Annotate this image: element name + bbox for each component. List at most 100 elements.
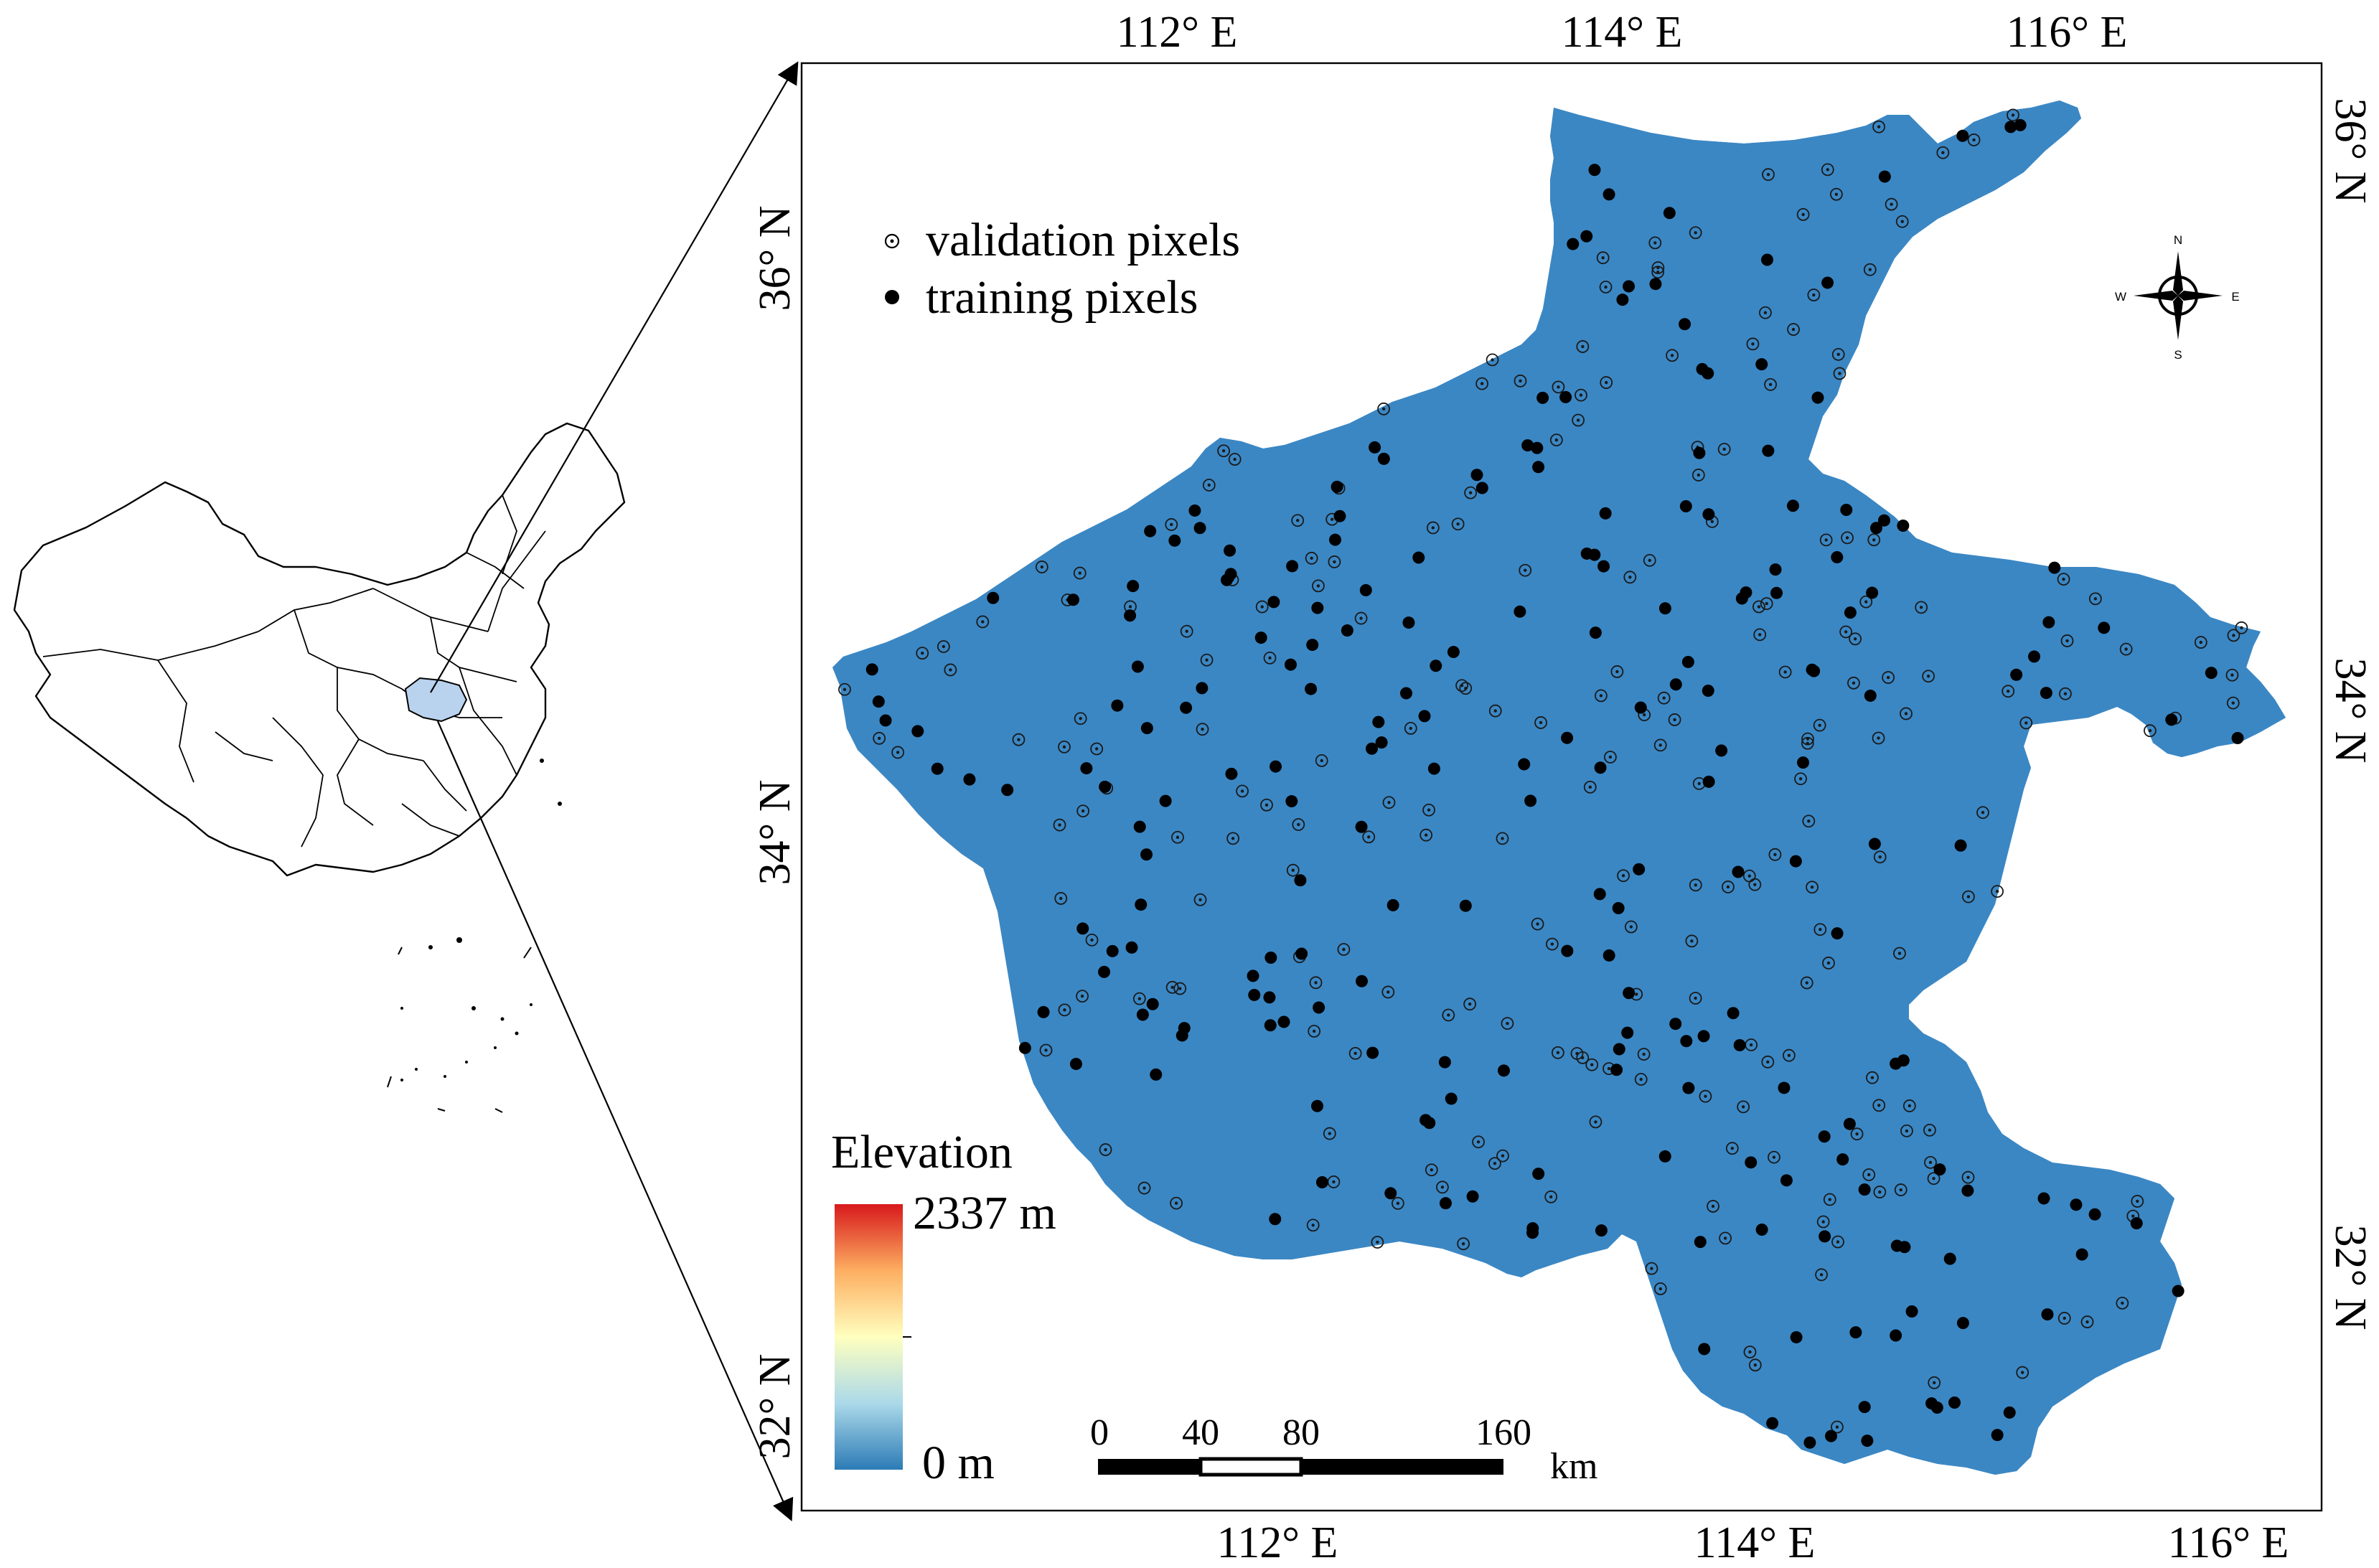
training-pixel-marker <box>1140 722 1153 735</box>
validation-pixel-marker <box>1760 597 1773 610</box>
scale-seg-0-40 <box>1098 1459 1201 1475</box>
training-pixel-marker <box>1018 1041 1031 1054</box>
validation-pixel-marker <box>1624 920 1638 934</box>
training-pixel-marker <box>2205 667 2218 680</box>
training-pixel-marker <box>1594 761 1607 774</box>
training-pixel-marker <box>1438 1056 1451 1069</box>
validation-pixel-center <box>2063 692 2068 695</box>
validation-symbol-dot <box>890 239 894 243</box>
validation-pixel-center <box>1581 1056 1585 1060</box>
validation-pixel-marker <box>1831 347 1845 361</box>
validation-pixel-center <box>1079 717 1082 720</box>
validation-pixel-center <box>1396 1201 1400 1206</box>
validation-pixel-marker <box>1976 806 1989 820</box>
validation-pixel-marker <box>1764 377 1777 391</box>
validation-pixel-marker <box>2060 634 2074 647</box>
training-pixel-marker <box>1818 1130 1831 1143</box>
validation-pixel-marker <box>944 663 957 677</box>
validation-pixel-center <box>1995 889 1999 893</box>
validation-pixel-center <box>2085 1320 2089 1324</box>
compass-s: S <box>2174 348 2182 362</box>
validation-pixel-marker <box>1488 704 1502 718</box>
validation-pixel-marker <box>2059 687 2072 700</box>
compass-e: E <box>2231 290 2239 304</box>
scale-tick-label: 160 <box>1475 1412 1531 1453</box>
training-pixel-marker <box>1836 1153 1849 1166</box>
training-pixel-marker <box>1286 560 1299 573</box>
validation-pixel-marker <box>1576 340 1590 353</box>
training-pixel-marker <box>1597 560 1610 573</box>
training-pixel-marker <box>1821 276 1834 289</box>
validation-pixel-center <box>1753 1363 1758 1367</box>
validation-pixel-marker <box>1328 555 1341 568</box>
validation-pixel-marker <box>1039 1043 1053 1057</box>
validation-pixel-center <box>1464 686 1468 690</box>
validation-pixel-marker <box>1551 1046 1564 1059</box>
training-pixel-marker <box>872 695 885 708</box>
validation-pixel-center <box>1608 755 1613 759</box>
validation-pixel-center <box>1330 517 1334 521</box>
validation-pixel-marker <box>1576 1051 1590 1064</box>
top-axis-label: 116° E <box>2007 8 2128 57</box>
validation-pixel-marker <box>1501 1017 1514 1031</box>
validation-pixel-center <box>1579 393 1583 397</box>
validation-pixel-marker <box>1759 306 1772 319</box>
left-axis-label: 36° N <box>751 205 799 311</box>
validation-pixel-center <box>1342 947 1346 952</box>
validation-pixel-marker <box>1823 1193 1836 1206</box>
training-pixel-marker <box>2003 1406 2016 1419</box>
validation-pixel-center <box>1205 658 1209 662</box>
validation-pixel-center <box>1766 172 1770 177</box>
validation-pixel-center <box>1468 1002 1472 1006</box>
validation-pixel-center <box>2230 673 2234 677</box>
validation-pixel-marker <box>1377 402 1391 416</box>
validation-pixel-marker <box>1309 976 1323 990</box>
validation-pixel-marker <box>1455 679 1468 693</box>
validation-pixel-marker <box>1308 1025 1321 1038</box>
training-pixel-marker <box>1588 164 1601 177</box>
validation-pixel-marker <box>1800 976 1813 990</box>
validation-pixel-marker <box>1651 266 1665 279</box>
right-axis-label: 36° N <box>2326 98 2375 203</box>
validation-pixel-center <box>1480 382 1484 385</box>
training-pixel-marker <box>2040 687 2052 700</box>
validation-pixel-center <box>1170 985 1174 990</box>
validation-pixel-center <box>1628 576 1632 579</box>
validation-pixel-center <box>1506 1021 1509 1025</box>
training-pixel-marker <box>1599 507 1612 520</box>
training-pixel-marker <box>1621 1026 1634 1039</box>
validation-pixel-marker <box>873 731 886 745</box>
validation-pixel-center <box>1932 1177 1935 1180</box>
validation-pixel-center <box>1260 605 1264 609</box>
training-pixel-marker <box>1180 701 1193 714</box>
validation-pixel-center <box>1440 1186 1445 1189</box>
training-pixel-marker <box>1786 499 1799 512</box>
validation-pixel-marker <box>1859 595 1873 609</box>
validation-pixel-center <box>1658 1287 1662 1291</box>
validation-pixel-center <box>2240 626 2243 629</box>
validation-pixel-marker <box>1648 236 1662 250</box>
validation-pixel-center <box>1806 741 1809 745</box>
training-pixel-marker <box>1633 863 1646 875</box>
validation-pixel-center <box>1773 853 1777 857</box>
training-pixel-marker <box>1080 762 1093 775</box>
validation-pixel-marker <box>1315 754 1328 767</box>
training-pixel-marker <box>1658 602 1671 615</box>
validation-pixel-center <box>1207 483 1211 487</box>
validation-pixel-marker <box>1841 531 1854 545</box>
training-pixel-marker <box>1755 1224 1768 1236</box>
validation-pixel-center <box>1783 670 1787 674</box>
validation-pixel-marker <box>1813 718 1826 732</box>
validation-pixel-marker <box>1531 917 1544 931</box>
validation-pixel-marker <box>838 682 851 696</box>
bottom-axis-label: 116° E <box>2168 1518 2289 1567</box>
training-pixel-marker <box>1475 482 1488 494</box>
validation-pixel-marker <box>1866 1071 1879 1084</box>
training-pixel-marker <box>1277 1015 1290 1028</box>
validation-pixel-center <box>1890 202 1893 206</box>
training-pixel-marker <box>1679 318 1691 331</box>
training-pixel-marker <box>1146 997 1159 1010</box>
validation-pixel-marker <box>1816 1215 1830 1229</box>
validation-pixel-center <box>1749 1043 1753 1047</box>
validation-pixel-center <box>1381 407 1386 410</box>
